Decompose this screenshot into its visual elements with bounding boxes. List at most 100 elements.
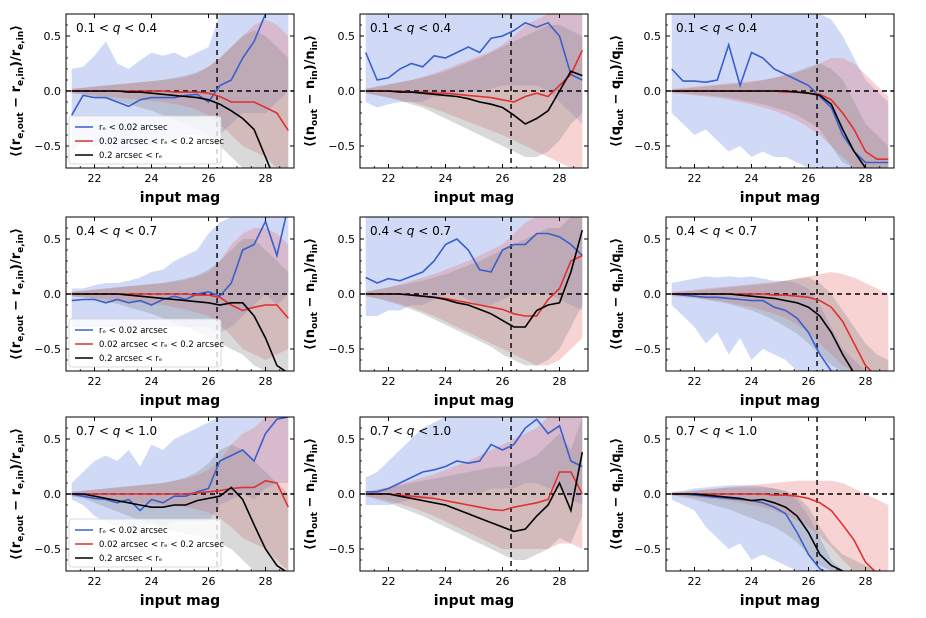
plot-area: [66, 417, 294, 571]
x-tick-label: 22: [88, 172, 102, 185]
panel-1-2: 22 24 26 28 −0.5 0.0 0.5 0.4 < q < 0.7 input mag…: [609, 216, 895, 409]
panel-1-1: 22 24 26 28 −0.5 0.0 0.5 0.4 < q < 0.7 input mag…: [303, 216, 589, 409]
y-tick-label: 0.5: [338, 433, 356, 446]
x-axis-label: input mag: [434, 190, 514, 206]
y-tick-label: 0.5: [44, 30, 62, 43]
y-axis-label: ⟨(re,out − re,in)/re,in⟩: [9, 25, 26, 157]
series-line-blue: [671, 493, 825, 571]
series-line-black: [365, 70, 583, 125]
y-axis-label: ⟨(nout − nin)/nin⟩: [303, 238, 320, 350]
series-line-blue: [365, 418, 583, 493]
legend-label: 0.2 arcsec < rₑ: [99, 354, 163, 364]
band-red: [365, 417, 583, 549]
plot-area: [360, 417, 588, 571]
legend-label: 0.02 arcsec < rₑ < 0.2 arcsec: [99, 137, 224, 147]
y-tick-label: 0.5: [44, 433, 62, 446]
y-tick-label: 0.0: [44, 288, 62, 301]
panel-0-1: 22 24 26 28 −0.5 0.0 0.5 0.1 < q < 0.4 input mag…: [303, 13, 589, 206]
x-tick-label: 28: [553, 172, 567, 185]
y-tick-label: −0.5: [34, 140, 61, 153]
legend: rₑ < 0.02 arcsec 0.02 arcsec < rₑ < 0.2 a…: [68, 518, 224, 568]
panel-1-0: 22 24 26 28 −0.5 0.0 0.5 0.4 < q < 0.7 input mag…: [9, 216, 295, 409]
y-axis-label: ⟨(re,out − re,in)/re,in⟩: [9, 428, 26, 560]
panel-title: 0.7 < q < 1.0: [370, 424, 451, 438]
y-tick-label: 0.5: [338, 30, 356, 43]
x-tick-label: 28: [859, 375, 873, 388]
x-tick-label: 24: [145, 575, 159, 588]
x-tick-label: 22: [382, 375, 396, 388]
plot-area: [66, 217, 294, 371]
panel-0-2: 22 24 26 28 −0.5 0.0 0.5 0.1 < q < 0.4 input mag…: [609, 13, 895, 206]
y-axis-label: ⟨(re,out − re,in)/re,in⟩: [9, 228, 26, 360]
series-line-black: [671, 493, 845, 571]
x-tick-label: 28: [259, 375, 273, 388]
band-blue: [671, 485, 889, 571]
band-black: [671, 487, 889, 571]
x-tick-label: 26: [496, 172, 510, 185]
y-tick-label: 0.0: [44, 85, 62, 98]
band-red: [671, 58, 889, 168]
x-axis-label: input mag: [740, 593, 820, 609]
band-black: [71, 239, 289, 371]
y-tick-label: −0.5: [34, 343, 61, 356]
plot-area: [360, 14, 588, 168]
panel-2-0: 22 24 26 28 −0.5 0.0 0.5 0.7 < q < 1.0 input mag…: [9, 416, 295, 609]
y-tick-label: 0.0: [644, 488, 662, 501]
x-tick-label: 24: [439, 172, 453, 185]
x-tick-label: 26: [496, 375, 510, 388]
x-tick-label: 28: [553, 375, 567, 388]
series-line-black: [671, 90, 868, 168]
series-line-blue: [364, 21, 583, 81]
y-tick-label: −0.5: [634, 140, 661, 153]
band-red: [671, 272, 889, 371]
panel-title: 0.1 < q < 0.4: [76, 21, 157, 35]
panel-2-1: 22 24 26 28 −0.5 0.0 0.5 0.7 < q < 1.0 input mag…: [303, 416, 589, 609]
x-tick-label: 22: [688, 172, 702, 185]
panel-2-2: 22 24 26 28 −0.5 0.0 0.5 0.7 < q < 1.0 input mag…: [609, 416, 895, 609]
legend: rₑ < 0.02 arcsec 0.02 arcsec < rₑ < 0.2 a…: [68, 115, 224, 165]
legend-box: [68, 318, 222, 368]
legend-box: [68, 518, 222, 568]
y-tick-label: 0.0: [644, 288, 662, 301]
x-tick-label: 24: [745, 172, 759, 185]
x-tick-label: 24: [145, 375, 159, 388]
band-black: [365, 217, 583, 366]
x-axis-label: input mag: [434, 393, 514, 409]
x-axis-label: input mag: [140, 190, 220, 206]
band-red: [671, 480, 889, 571]
plot-area: [666, 217, 894, 371]
series-line-red: [671, 493, 876, 571]
x-tick-label: 26: [496, 575, 510, 588]
panel-title: 0.4 < q < 0.7: [370, 224, 451, 238]
x-tick-label: 28: [259, 575, 273, 588]
legend-label: 0.02 arcsec < rₑ < 0.2 arcsec: [99, 540, 224, 550]
x-tick-label: 26: [202, 575, 216, 588]
legend-label: 0.2 arcsec < rₑ: [99, 554, 163, 564]
x-tick-label: 26: [202, 172, 216, 185]
x-tick-label: 24: [439, 375, 453, 388]
y-axis-label: ⟨(qout − qin)/qin⟩: [609, 438, 626, 550]
legend-label: 0.2 arcsec < rₑ: [99, 151, 163, 161]
y-tick-label: 0.5: [338, 233, 356, 246]
x-tick-label: 28: [553, 575, 567, 588]
plot-area: [666, 417, 894, 571]
series-line-black: [365, 229, 584, 328]
y-tick-label: −0.5: [34, 543, 61, 556]
band-blue: [71, 417, 289, 533]
x-axis-label: input mag: [434, 593, 514, 609]
y-tick-label: 0.5: [644, 233, 662, 246]
series-line-blue: [365, 232, 583, 284]
x-tick-label: 28: [859, 575, 873, 588]
legend-label: rₑ < 0.02 arcsec: [99, 526, 168, 536]
x-tick-label: 26: [802, 375, 816, 388]
band-black: [365, 417, 583, 560]
x-tick-label: 24: [145, 172, 159, 185]
band-blue: [365, 14, 583, 124]
y-axis-label: ⟨(nout − nin)/nin⟩: [303, 438, 320, 550]
y-tick-label: 0.0: [644, 85, 662, 98]
legend: rₑ < 0.02 arcsec 0.02 arcsec < rₑ < 0.2 a…: [68, 318, 224, 368]
y-tick-label: 0.5: [644, 30, 662, 43]
x-axis-label: input mag: [140, 593, 220, 609]
band-black: [71, 444, 289, 571]
